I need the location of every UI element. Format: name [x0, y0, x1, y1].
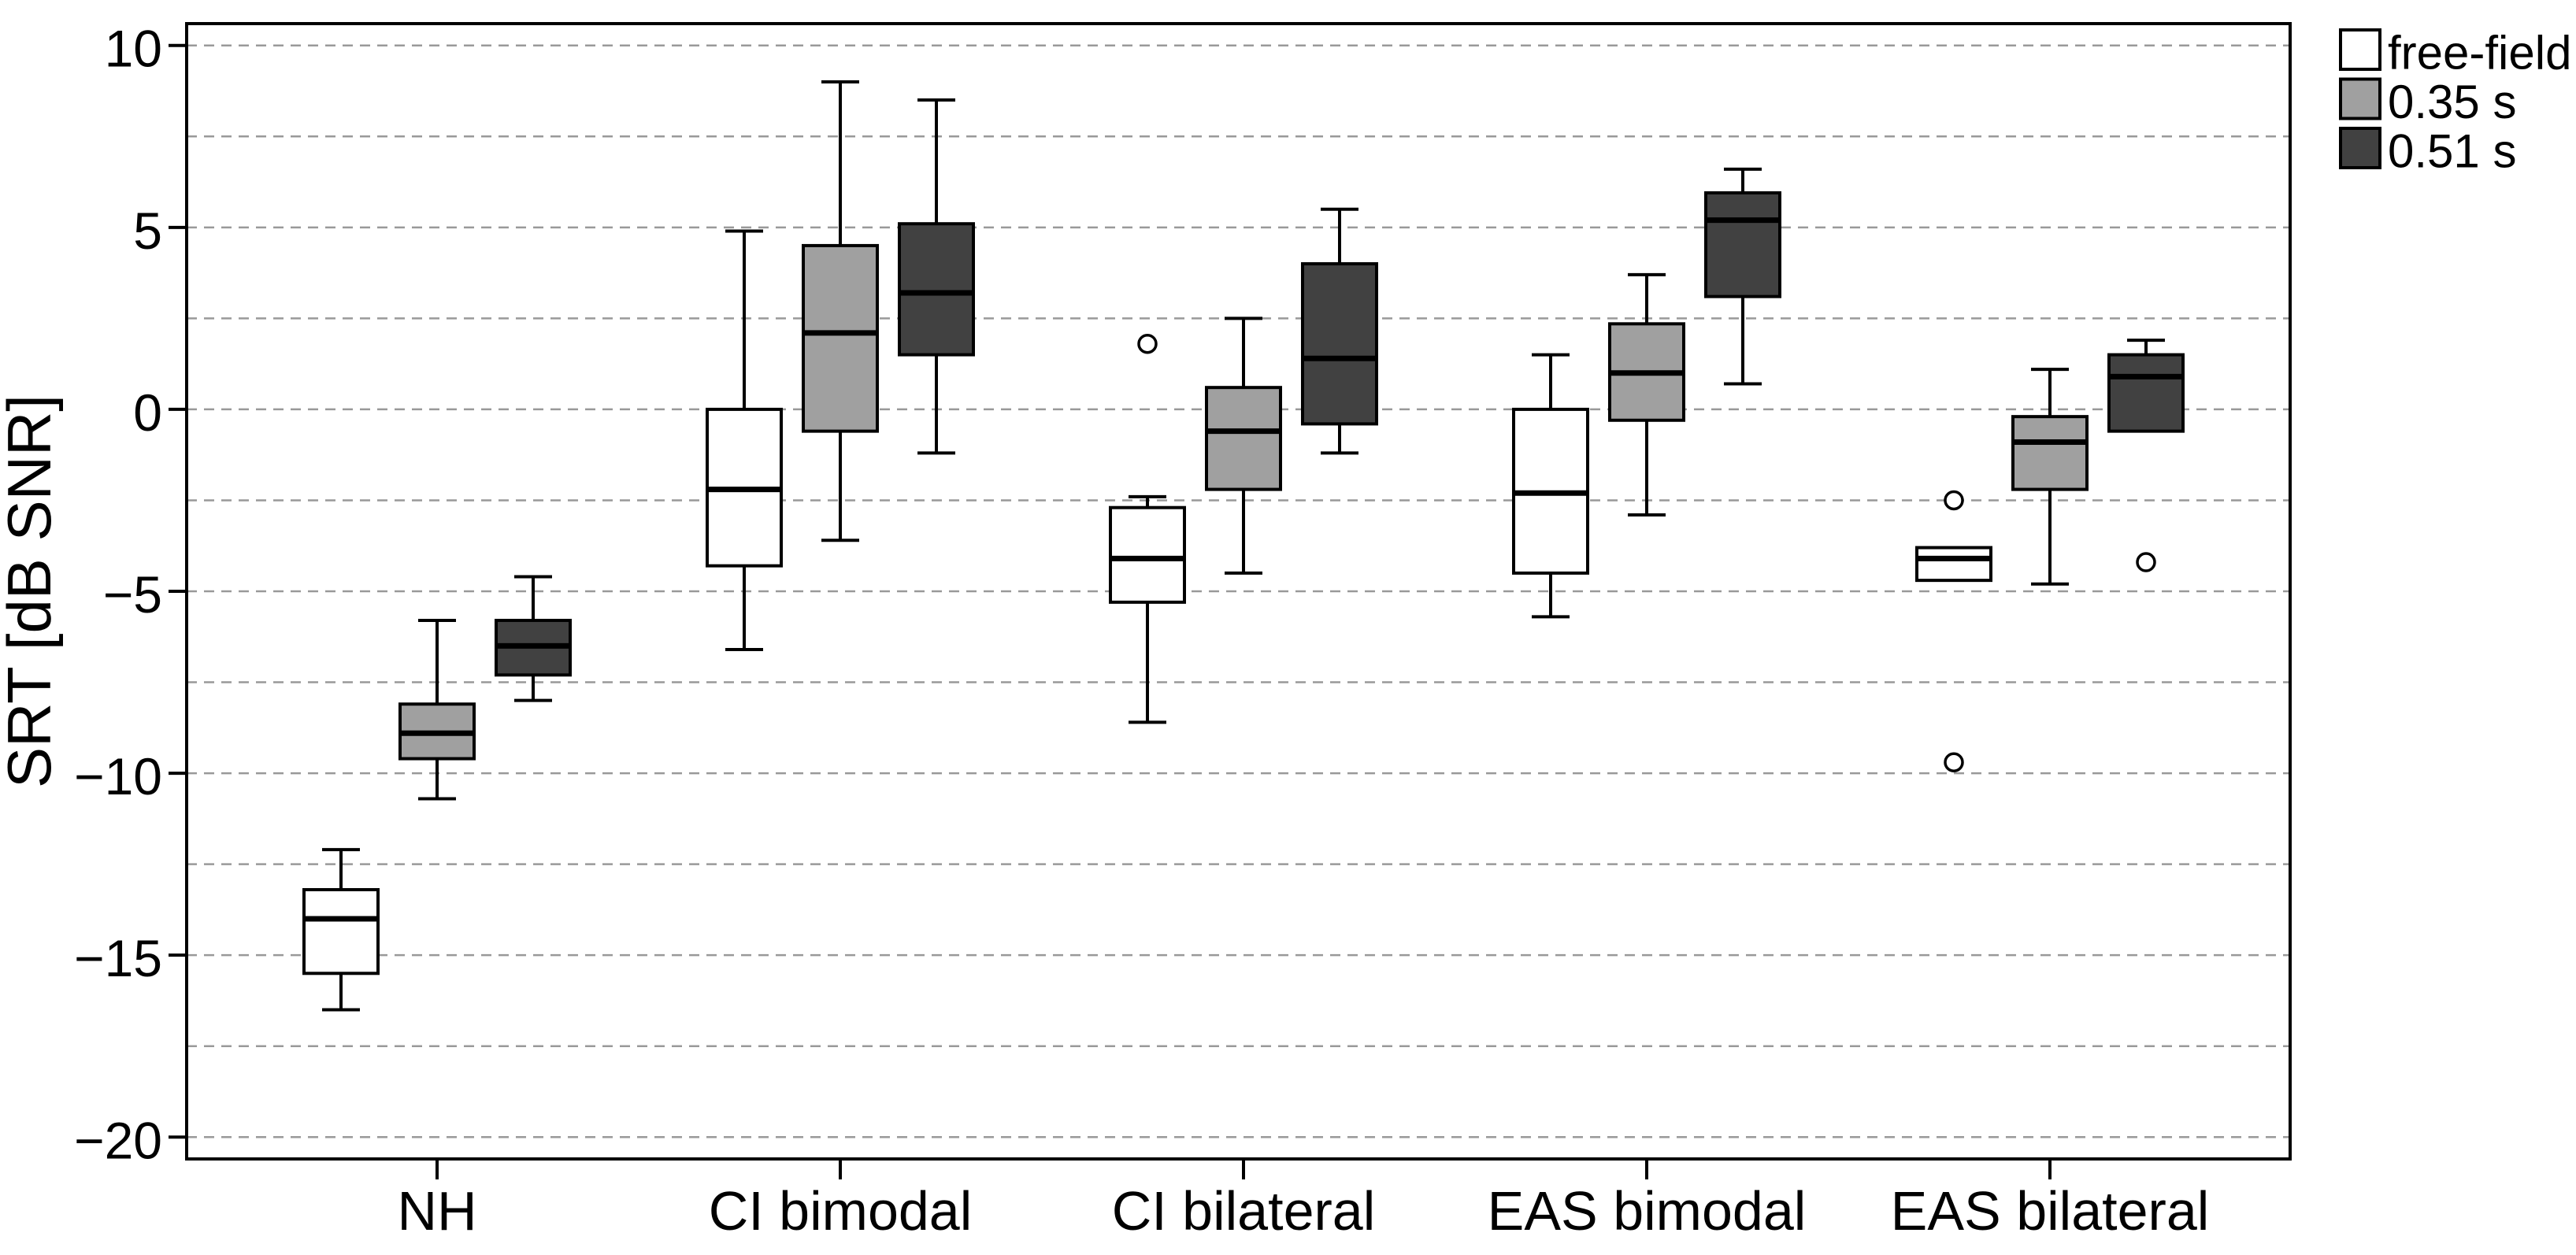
outlier-point	[2136, 552, 2156, 572]
box-group-free-field-eas-bilateral	[1915, 490, 1992, 772]
y-axis-tick-label: 5	[133, 202, 162, 260]
outlier-point	[1137, 333, 1158, 354]
box-0-35-s-eas-bilateral	[2011, 415, 2089, 491]
outlier-point	[1944, 752, 1964, 772]
box-free-field-eas-bilateral	[1915, 546, 1992, 583]
box-0-35-s-ci-bilateral	[1205, 386, 1282, 491]
x-axis-category-label: CI bilateral	[1112, 1180, 1376, 1242]
box-group-free-field-ci-bimodal	[706, 229, 783, 651]
legend-label-0-35-s: 0.35 s	[2388, 76, 2516, 128]
box-group-0-51-s-nh	[495, 575, 572, 702]
outlier-point	[1944, 490, 1964, 511]
box-group-0-35-s-ci-bilateral	[1205, 317, 1282, 575]
box-0-51-s-eas-bimodal	[1704, 191, 1781, 298]
box-free-field-nh	[302, 887, 380, 975]
box-group-free-field-nh	[302, 848, 380, 1012]
box-free-field-ci-bilateral	[1109, 505, 1186, 604]
box-0-51-s-ci-bimodal	[898, 222, 975, 357]
box-group-0-35-s-ci-bimodal	[802, 80, 879, 542]
box-group-0-35-s-eas-bimodal	[1608, 272, 1685, 516]
box-group-0-51-s-eas-bilateral	[2107, 339, 2185, 572]
box-group-0-35-s-eas-bilateral	[2011, 368, 2089, 586]
x-axis-category-label: NH	[397, 1180, 476, 1242]
legend-swatch-0-35-s	[2339, 77, 2381, 120]
box-group-free-field-ci-bilateral	[1109, 333, 1186, 724]
box-0-51-s-eas-bilateral	[2107, 353, 2185, 433]
y-axis-tick-label: 0	[133, 383, 162, 442]
y-axis-title: SRT [dB SNR]	[0, 394, 64, 788]
y-axis-tick-label: −5	[103, 565, 162, 624]
legend-swatch-0-51-s	[2339, 127, 2381, 169]
box-group-0-51-s-ci-bimodal	[898, 98, 975, 455]
y-axis-tick-label: −10	[74, 747, 162, 805]
y-axis-tick-label: −20	[74, 1111, 162, 1169]
x-axis-category-label: EAS bilateral	[1891, 1180, 2210, 1242]
legend-swatch-free-field	[2339, 28, 2381, 71]
legend-label-0-51-s: 0.51 s	[2388, 125, 2516, 178]
box-0-35-s-ci-bimodal	[802, 243, 879, 433]
legend-label-free-field: free-field	[2388, 27, 2571, 80]
box-group-0-35-s-nh	[398, 618, 476, 801]
x-axis-category-label: CI bimodal	[709, 1180, 973, 1242]
box-0-51-s-ci-bilateral	[1301, 262, 1378, 426]
box-group-0-51-s-ci-bilateral	[1301, 207, 1378, 455]
box-group-free-field-eas-bimodal	[1512, 353, 1589, 619]
y-axis-tick-label: 10	[105, 20, 162, 78]
y-axis-tick-label: −15	[74, 929, 162, 987]
x-axis-category-label: EAS bimodal	[1488, 1180, 1807, 1242]
box-group-0-51-s-eas-bimodal	[1704, 167, 1781, 386]
